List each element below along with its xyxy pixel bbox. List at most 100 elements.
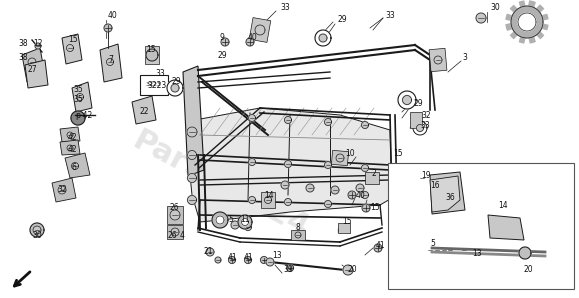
Polygon shape xyxy=(338,223,350,233)
Polygon shape xyxy=(460,246,468,254)
Polygon shape xyxy=(60,127,80,142)
Polygon shape xyxy=(35,43,41,49)
Polygon shape xyxy=(319,34,327,42)
Text: 36: 36 xyxy=(445,193,455,203)
Text: 16: 16 xyxy=(430,181,439,190)
Text: 41: 41 xyxy=(244,254,254,263)
Text: 12: 12 xyxy=(33,40,42,49)
Polygon shape xyxy=(188,173,196,182)
Polygon shape xyxy=(171,84,179,92)
Polygon shape xyxy=(324,119,332,125)
Polygon shape xyxy=(167,80,183,96)
Polygon shape xyxy=(446,246,454,254)
Text: 4: 4 xyxy=(180,230,185,240)
Polygon shape xyxy=(30,223,44,237)
Text: 33: 33 xyxy=(420,120,430,130)
Text: 32: 32 xyxy=(57,185,67,195)
Polygon shape xyxy=(28,58,36,66)
Polygon shape xyxy=(261,257,267,263)
Text: 29: 29 xyxy=(338,15,347,24)
Polygon shape xyxy=(171,228,179,236)
Polygon shape xyxy=(100,44,122,82)
Text: 6: 6 xyxy=(71,164,76,173)
Text: 20: 20 xyxy=(347,266,357,274)
Polygon shape xyxy=(315,30,331,46)
Polygon shape xyxy=(187,127,197,137)
Polygon shape xyxy=(71,162,79,170)
Polygon shape xyxy=(241,218,248,226)
Polygon shape xyxy=(281,181,289,189)
Text: Partslink24: Partslink24 xyxy=(127,126,313,243)
Polygon shape xyxy=(266,258,274,266)
Polygon shape xyxy=(145,46,159,64)
Polygon shape xyxy=(188,195,196,204)
Polygon shape xyxy=(291,230,305,240)
Polygon shape xyxy=(216,216,224,224)
Polygon shape xyxy=(295,232,301,238)
Polygon shape xyxy=(167,225,183,239)
Text: 38: 38 xyxy=(18,40,28,49)
Polygon shape xyxy=(246,38,254,46)
Text: 15: 15 xyxy=(393,148,402,158)
Polygon shape xyxy=(65,153,90,178)
Text: 3223: 3223 xyxy=(146,83,162,88)
Polygon shape xyxy=(22,48,45,82)
Polygon shape xyxy=(362,204,370,212)
Text: p-42: p-42 xyxy=(75,111,92,119)
Polygon shape xyxy=(430,176,460,212)
Polygon shape xyxy=(167,206,183,224)
Polygon shape xyxy=(488,215,524,240)
Text: 30: 30 xyxy=(490,2,500,12)
Polygon shape xyxy=(287,265,294,271)
Text: 13: 13 xyxy=(472,249,482,258)
Polygon shape xyxy=(433,246,441,254)
Text: 40: 40 xyxy=(356,190,366,199)
Text: 32: 32 xyxy=(421,111,431,119)
Polygon shape xyxy=(183,66,204,176)
Polygon shape xyxy=(348,191,356,199)
Polygon shape xyxy=(244,224,251,230)
Text: 38: 38 xyxy=(18,54,28,63)
Text: 26: 26 xyxy=(167,230,177,240)
Polygon shape xyxy=(434,56,442,64)
Polygon shape xyxy=(506,1,548,43)
Polygon shape xyxy=(306,184,314,192)
Polygon shape xyxy=(261,192,275,208)
Polygon shape xyxy=(67,132,73,138)
Polygon shape xyxy=(67,44,74,52)
Text: 8: 8 xyxy=(296,224,301,232)
Polygon shape xyxy=(431,184,439,192)
Polygon shape xyxy=(284,117,291,123)
Polygon shape xyxy=(255,25,265,35)
Text: 13: 13 xyxy=(272,251,281,260)
Polygon shape xyxy=(248,159,255,165)
Bar xyxy=(388,163,574,289)
Polygon shape xyxy=(398,91,416,109)
Polygon shape xyxy=(58,186,66,194)
Polygon shape xyxy=(60,140,80,155)
Polygon shape xyxy=(356,184,364,192)
Polygon shape xyxy=(519,247,531,259)
Polygon shape xyxy=(374,244,382,252)
Polygon shape xyxy=(361,164,368,171)
Polygon shape xyxy=(430,172,465,214)
Polygon shape xyxy=(62,34,82,64)
Polygon shape xyxy=(413,121,427,135)
Text: 15: 15 xyxy=(342,218,351,226)
Polygon shape xyxy=(361,192,368,198)
Text: 29: 29 xyxy=(413,99,423,108)
Polygon shape xyxy=(104,24,112,32)
Polygon shape xyxy=(231,221,239,229)
Polygon shape xyxy=(170,210,180,220)
Text: 42: 42 xyxy=(68,134,78,142)
Text: 3: 3 xyxy=(462,54,467,63)
Polygon shape xyxy=(427,246,434,254)
Polygon shape xyxy=(416,125,423,131)
Polygon shape xyxy=(331,186,339,194)
Text: 22: 22 xyxy=(140,108,149,117)
Polygon shape xyxy=(132,96,156,124)
Text: 9: 9 xyxy=(219,32,224,41)
Text: 29: 29 xyxy=(218,50,228,60)
Text: 35: 35 xyxy=(73,86,83,94)
Text: 30: 30 xyxy=(32,230,42,240)
